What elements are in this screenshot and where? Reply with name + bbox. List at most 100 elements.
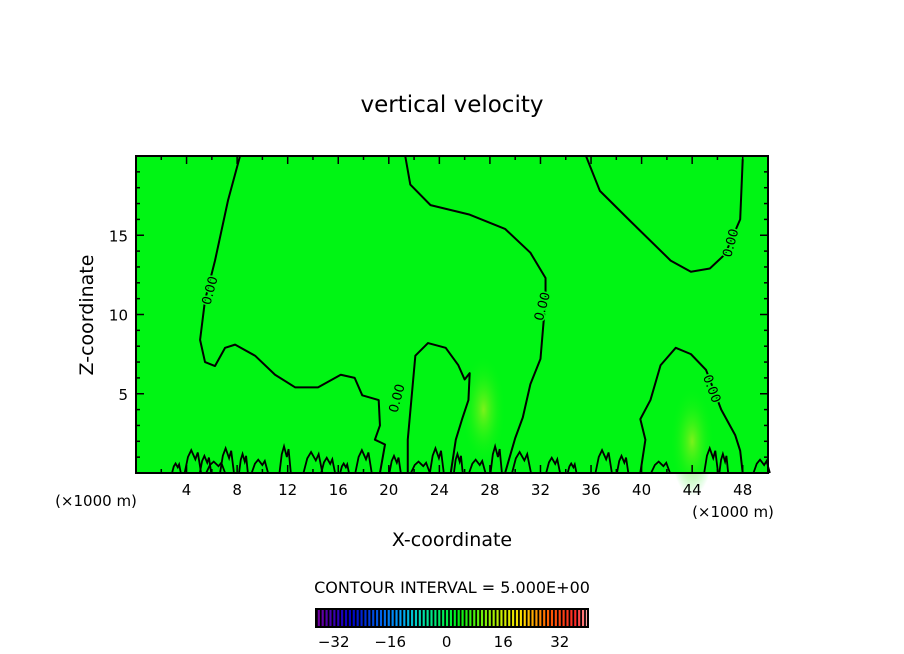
plot-area: 0.000.000.000.000.004 8 12 16 20 24 28 32 36 40 44…	[109, 155, 771, 499]
colorbar-swatch	[531, 609, 534, 627]
colorbar-swatch	[547, 609, 550, 627]
x-tick-label: 4	[182, 481, 192, 499]
colorbar-swatch	[434, 609, 437, 627]
small-contour	[183, 448, 202, 474]
colorbar-swatch	[515, 609, 519, 627]
contour-line	[199, 155, 387, 474]
y-tick-label: 15	[109, 227, 128, 245]
small-contour	[489, 442, 503, 474]
small-contour	[703, 445, 719, 474]
contour-line	[585, 155, 744, 273]
x-unit-label: (×1000 m)	[692, 503, 774, 521]
colorbar-swatch	[574, 609, 577, 627]
contour-interval-text: CONTOUR INTERVAL = 5.000E+00	[314, 578, 590, 597]
warm-spot	[461, 354, 506, 465]
colorbar-swatch	[566, 609, 569, 627]
small-contour	[198, 453, 213, 474]
colorbar-swatch	[477, 609, 480, 627]
contour-line	[404, 155, 547, 474]
colorbar-swatch	[554, 609, 557, 627]
colorbar-swatch	[500, 609, 503, 627]
colorbar-swatch	[543, 609, 546, 627]
small-contour	[278, 442, 292, 474]
colorbar-swatch	[422, 609, 425, 627]
colorbar-swatch	[430, 609, 433, 627]
x-tick-label: 44	[683, 481, 702, 499]
colorbar-swatch	[383, 609, 386, 627]
colorbar-swatch	[387, 609, 390, 627]
colorbar-swatch	[376, 609, 379, 627]
colorbar-swatch	[317, 609, 320, 627]
colorbar-swatch	[414, 609, 418, 627]
colorbar-swatch	[407, 609, 410, 627]
colorbar-swatch	[352, 609, 355, 627]
colorbar-swatch	[341, 609, 344, 627]
colorbar-swatch	[496, 609, 499, 627]
velocity-field	[136, 156, 768, 473]
small-contour	[453, 450, 464, 474]
colorbar-tick-label: 0	[442, 633, 452, 651]
colorbar-swatch	[457, 609, 460, 627]
x-tick-label: 40	[632, 481, 651, 499]
colorbar-swatch	[465, 609, 468, 627]
small-contour	[320, 456, 336, 474]
x-tick-label: 24	[430, 481, 449, 499]
colorbar-tick-label: −16	[374, 633, 406, 651]
small-contour	[468, 458, 487, 474]
small-contour	[354, 448, 373, 474]
chart-title: vertical velocity	[361, 92, 544, 118]
colorbar-swatch	[344, 609, 348, 627]
colorbar-swatch	[449, 609, 452, 627]
colorbar-swatch	[337, 609, 340, 627]
colorbar-tick-label: −32	[318, 633, 350, 651]
colorbar-swatch	[519, 609, 522, 627]
colorbar-swatch	[438, 609, 441, 627]
contour-line	[639, 346, 744, 474]
colorbar-swatch	[484, 609, 487, 627]
small-contour	[339, 461, 350, 474]
y-axis-label: Z-coordinate	[76, 255, 98, 376]
colorbar-swatch	[379, 609, 383, 627]
small-contour	[250, 458, 269, 474]
y-unit-label: (×1000 m)	[55, 492, 137, 510]
colorbar-swatch	[403, 609, 406, 627]
colorbar-swatch	[453, 609, 456, 627]
warm-spot	[670, 386, 715, 497]
colorbar-swatch	[395, 609, 398, 627]
small-contour	[511, 450, 532, 474]
colorbar-swatch	[360, 609, 363, 627]
colorbar-swatch	[348, 609, 351, 627]
x-tick-label: 12	[278, 481, 297, 499]
x-tick-label: 28	[480, 481, 499, 499]
colorbar-swatch	[527, 609, 530, 627]
colorbar-swatch	[558, 609, 561, 627]
y-tick-label: 5	[118, 386, 128, 404]
small-contour	[594, 448, 613, 474]
small-contour	[650, 460, 671, 474]
colorbar-swatch	[325, 609, 328, 627]
colorbar-swatch	[356, 609, 359, 627]
colorbar-swatch	[399, 609, 402, 627]
x-axis-label: X-coordinate	[392, 529, 512, 551]
colorbar-swatch	[473, 609, 476, 627]
colorbar-swatch	[512, 609, 515, 627]
colorbar-tick-label: 32	[550, 633, 569, 651]
colorbar-swatch	[426, 609, 429, 627]
x-tick-label: 16	[329, 481, 348, 499]
colorbar-frame	[315, 608, 589, 628]
small-contour	[219, 445, 235, 474]
x-tick-label: 20	[379, 481, 398, 499]
x-tick-label: 8	[232, 481, 242, 499]
colorbar-swatch	[523, 609, 526, 627]
colorbar-swatch	[364, 609, 367, 627]
small-contour	[718, 450, 730, 474]
colorbar-swatch	[480, 609, 484, 627]
small-contour	[616, 453, 630, 474]
colorbar-swatch	[539, 609, 542, 627]
small-contour	[171, 461, 182, 474]
y-tick-label: 10	[109, 307, 128, 325]
colorbar-swatch	[445, 609, 449, 627]
small-contour	[545, 456, 561, 474]
colorbar-swatch	[329, 609, 332, 627]
